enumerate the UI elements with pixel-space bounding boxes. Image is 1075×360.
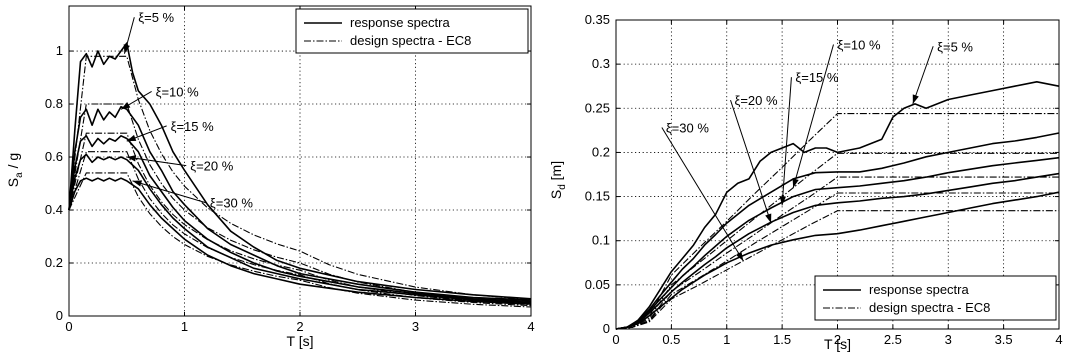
x-tick-label: 4 xyxy=(1055,332,1062,347)
legend-box xyxy=(295,8,529,54)
annotation-arrowhead xyxy=(126,134,137,142)
sa-chart: 0 1 2 3 4 0 0.2 0.4 0.6 0.8 1 T [s] Sa / g ξ=5 % ξ=10 … xyxy=(5,5,535,349)
annotation-label: ξ=15 % xyxy=(171,119,214,134)
x-tick-label: 1.5 xyxy=(773,332,791,347)
response-series-line xyxy=(68,177,532,305)
y-tick-label: 1 xyxy=(56,43,63,58)
annotation-arrowhead xyxy=(792,178,799,188)
design-series-line xyxy=(615,192,1059,330)
response-series-line xyxy=(615,81,1060,330)
y-tick-label: 0 xyxy=(603,321,610,336)
annotation-arrowhead xyxy=(120,102,131,110)
legend-entry-design: design spectra - EC8 xyxy=(350,33,471,48)
response-series-line xyxy=(68,42,532,300)
annotation-label: ξ=10 % xyxy=(156,84,199,99)
annotation-arrow xyxy=(781,77,792,206)
annotation-arrow xyxy=(730,99,772,224)
annotation-arrow xyxy=(661,127,744,262)
annotation-arrowhead xyxy=(735,251,744,262)
y-tick-label: 0.35 xyxy=(585,12,610,27)
design-series-line xyxy=(68,103,532,304)
annotation-label: ξ=30 % xyxy=(666,120,709,135)
sd-chart: 0 0.5 1 1.5 2 2.5 3 3.5 4 0 0.05 0.1 0.15 0.2 0.25 0.3 0… xyxy=(548,12,1063,352)
damping-annotations: ξ=5 % ξ=10 % ξ=15 % ξ=20 % ξ=30 % xyxy=(120,10,253,211)
design-series-line xyxy=(68,55,532,301)
annotation-arrow xyxy=(792,44,834,188)
response-series-line xyxy=(68,105,532,301)
annotation-arrowhead xyxy=(123,44,130,54)
annotation-label: ξ=5 % xyxy=(138,10,174,25)
y-tick-label: 0.3 xyxy=(592,56,610,71)
annotation-label: ξ=20 % xyxy=(735,93,778,108)
response-series-line xyxy=(615,191,1060,330)
annotation-arrowhead xyxy=(912,94,919,104)
response-series-line xyxy=(68,153,532,304)
design-series-line xyxy=(615,176,1059,330)
x-tick-label: 3 xyxy=(945,332,952,347)
y-tick-label: 0.1 xyxy=(592,233,610,248)
annotation-arrowhead xyxy=(779,196,786,206)
y-tick-label: 0.2 xyxy=(45,255,63,270)
y-axis-label: Sa / g xyxy=(5,153,25,187)
y-axis-label: Sd [m] xyxy=(548,161,568,199)
response-series-line xyxy=(615,172,1060,330)
y-tick-label: 0.25 xyxy=(585,100,610,115)
x-tick-label: 2 xyxy=(834,332,841,347)
x-tick-label: 4 xyxy=(527,319,534,334)
x-tick-label: 1 xyxy=(181,319,188,334)
legend: response spectra design spectra - EC8 xyxy=(814,275,1057,321)
y-tick-label: 0.15 xyxy=(585,189,610,204)
ticks: 0 0.5 1 1.5 2 2.5 3 3.5 4 0 0.05 0.1 0.15 0.2 0.25 0.3 0… xyxy=(585,12,1063,347)
x-tick-label: 2 xyxy=(296,319,303,334)
y-tick-label: 0.8 xyxy=(45,96,63,111)
annotation-arrow xyxy=(912,46,934,105)
x-tick-label: 0 xyxy=(612,332,619,347)
y-tick-label: 0.6 xyxy=(45,149,63,164)
annotation-arrowhead xyxy=(126,155,137,162)
response-series-line xyxy=(615,132,1060,330)
annotation-label: ξ=15 % xyxy=(795,70,838,85)
annotation-arrowhead xyxy=(765,213,772,224)
ticks: 0 1 2 3 4 0 0.2 0.4 0.6 0.8 1 xyxy=(45,6,535,334)
x-axis-label: T [s] xyxy=(287,333,314,349)
x-tick-label: 0 xyxy=(65,319,72,334)
annotation-label: ξ=20 % xyxy=(190,159,233,174)
annotation-arrow xyxy=(132,180,207,204)
y-tick-label: 0.05 xyxy=(585,277,610,292)
annotation-arrow xyxy=(126,156,187,167)
annotation-label: ξ=5 % xyxy=(937,39,973,54)
x-tick-label: 1 xyxy=(723,332,730,347)
x-tick-label: 2.5 xyxy=(884,332,902,347)
x-tick-label: 0.5 xyxy=(662,332,680,347)
y-tick-label: 0 xyxy=(56,308,63,323)
response-series-line xyxy=(68,135,532,303)
design-series-line xyxy=(615,210,1059,330)
damping-annotations: ξ=5 % ξ=10 % ξ=15 % ξ=20 % ξ=30 % xyxy=(661,37,973,262)
legend-box xyxy=(814,275,1057,321)
annotation-arrowhead xyxy=(132,180,143,187)
x-tick-label: 3 xyxy=(412,319,419,334)
x-axis-label: T [s] xyxy=(824,336,851,352)
legend-entry-design: design spectra - EC8 xyxy=(869,300,990,315)
design-series-line xyxy=(68,151,532,307)
y-tick-label: 0.2 xyxy=(592,144,610,159)
x-tick-label: 3.5 xyxy=(995,332,1013,347)
legend: response spectra design spectra - EC8 xyxy=(295,8,529,54)
annotation-label: ξ=10 % xyxy=(838,37,881,52)
y-tick-label: 0.4 xyxy=(45,202,63,217)
annotation-label: ξ=30 % xyxy=(210,196,253,211)
legend-entry-response: response spectra xyxy=(350,15,450,30)
response-spectra xyxy=(68,42,532,305)
legend-entry-response: response spectra xyxy=(869,282,969,297)
